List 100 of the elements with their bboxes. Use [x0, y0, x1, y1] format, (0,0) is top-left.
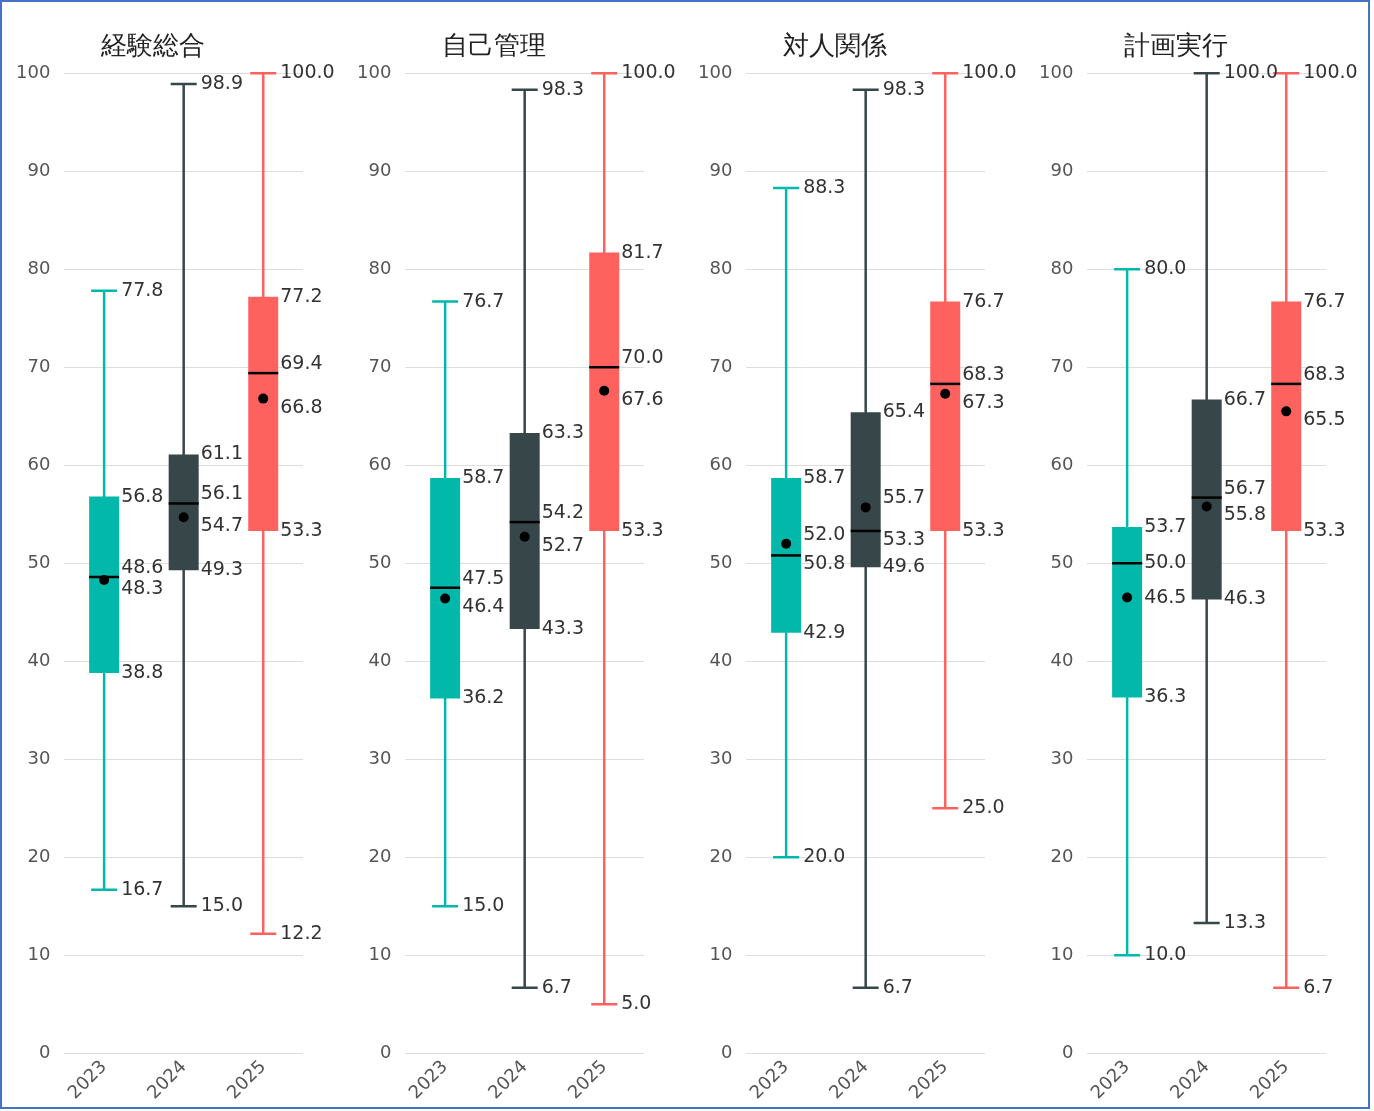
annotation: 69.4	[280, 351, 323, 374]
y-tick-label: 40	[27, 648, 51, 670]
annotation: 100.0	[1223, 60, 1279, 83]
annotation: 43.3	[541, 615, 584, 638]
annotation: 63.3	[541, 419, 584, 442]
annotation: 76.7	[962, 288, 1005, 311]
annotation: 53.3	[882, 526, 925, 549]
annotation: 46.4	[462, 594, 505, 617]
annotation: 53.7	[1144, 513, 1187, 536]
annotation: 55.7	[882, 485, 925, 508]
annotation: 25.0	[962, 795, 1005, 818]
annotation: 10.0	[1144, 942, 1187, 965]
y-tick-label: 70	[27, 354, 51, 376]
annotation: 54.2	[541, 500, 584, 523]
y-tick-label: 60	[368, 452, 392, 474]
y-tick-label: 100	[1039, 60, 1074, 82]
annotation: 48.3	[121, 575, 164, 598]
annotation: 5.0	[621, 991, 652, 1014]
annotation: 80.0	[1144, 256, 1187, 279]
y-tick-label: 30	[1050, 746, 1074, 768]
annotation: 47.5	[462, 565, 505, 588]
annotation: 67.6	[621, 386, 664, 409]
annotation: 70.0	[621, 345, 664, 368]
annotation: 50.8	[803, 551, 846, 574]
y-tick-label: 50	[368, 550, 392, 572]
annotation: 58.7	[803, 464, 846, 487]
y-tick-label: 20	[27, 844, 51, 866]
annotation: 13.3	[1223, 909, 1266, 932]
annotation: 65.4	[882, 399, 925, 422]
y-tick-label: 10	[368, 942, 392, 964]
y-tick-label: 60	[27, 452, 51, 474]
annotation: 76.7	[1303, 288, 1346, 311]
y-tick-label: 0	[379, 1041, 392, 1063]
y-tick-label: 50	[1050, 550, 1074, 572]
annotation: 15.0	[462, 893, 505, 916]
y-tick-label: 10	[1050, 942, 1074, 964]
annotation: 58.7	[462, 464, 505, 487]
annotation: 67.3	[962, 389, 1005, 412]
y-tick-label: 30	[709, 746, 733, 768]
y-tick-label: 60	[1050, 452, 1074, 474]
y-tick-label: 70	[368, 354, 392, 376]
annotation: 53.3	[962, 517, 1005, 540]
y-tick-label: 40	[368, 648, 392, 670]
y-tick-label: 40	[709, 648, 733, 670]
annotation: 46.5	[1144, 584, 1187, 607]
annotation: 6.7	[882, 974, 913, 997]
y-tick-label: 60	[709, 452, 733, 474]
annotation: 52.7	[541, 532, 584, 555]
annotation: 52.0	[803, 521, 846, 544]
annotation: 77.2	[280, 283, 323, 306]
y-tick-label: 0	[38, 1041, 51, 1063]
annotation: 55.8	[1223, 502, 1266, 525]
annotation: 46.3	[1223, 586, 1266, 609]
annotation: 54.7	[200, 513, 243, 536]
annotation: 65.5	[1303, 407, 1346, 430]
y-tick-label: 100	[357, 60, 392, 82]
annotation: 56.7	[1223, 475, 1266, 498]
chart-title: 自己管理	[441, 30, 546, 61]
annotation: 6.7	[541, 974, 572, 997]
annotation: 76.7	[462, 288, 505, 311]
y-tick-label: 80	[368, 256, 392, 278]
y-tick-label: 20	[1050, 844, 1074, 866]
y-tick-label: 70	[1050, 354, 1074, 376]
annotation: 61.1	[200, 441, 243, 464]
y-tick-label: 50	[709, 550, 733, 572]
y-tick-label: 20	[709, 844, 733, 866]
y-tick-label: 100	[16, 60, 51, 82]
y-tick-label: 10	[27, 942, 51, 964]
annotation: 50.0	[1144, 550, 1187, 573]
annotation: 38.8	[121, 659, 164, 682]
annotation: 36.3	[1144, 684, 1187, 707]
annotation: 68.3	[962, 361, 1005, 384]
annotation: 56.1	[200, 481, 243, 504]
chart-title: 計画実行	[1123, 30, 1228, 61]
annotation: 53.3	[280, 517, 323, 540]
y-tick-label: 40	[1050, 648, 1074, 670]
annotation: 98.3	[882, 76, 925, 99]
y-tick-label: 20	[368, 844, 392, 866]
y-tick-label: 0	[1061, 1041, 1074, 1063]
annotation: 6.7	[1303, 974, 1334, 997]
annotation: 66.8	[280, 394, 323, 417]
annotation: 56.8	[121, 483, 164, 506]
y-tick-label: 70	[709, 354, 733, 376]
annotation: 49.6	[882, 554, 925, 577]
annotation: 66.7	[1223, 386, 1266, 409]
y-tick-label: 80	[1050, 256, 1074, 278]
annotation: 100.0	[962, 60, 1017, 83]
annotation: 77.8	[121, 277, 164, 300]
y-tick-label: 50	[27, 550, 51, 572]
annotation: 98.9	[200, 70, 243, 93]
y-tick-label: 90	[368, 158, 392, 180]
y-tick-label: 30	[27, 746, 51, 768]
annotation: 100.0	[1303, 60, 1358, 83]
annotation: 100.0	[280, 60, 335, 83]
annotation: 12.2	[280, 920, 323, 943]
y-tick-label: 10	[709, 942, 733, 964]
annotation: 100.0	[621, 60, 676, 83]
annotation: 98.3	[541, 76, 584, 99]
y-tick-label: 90	[1050, 158, 1074, 180]
annotation: 53.3	[621, 517, 664, 540]
